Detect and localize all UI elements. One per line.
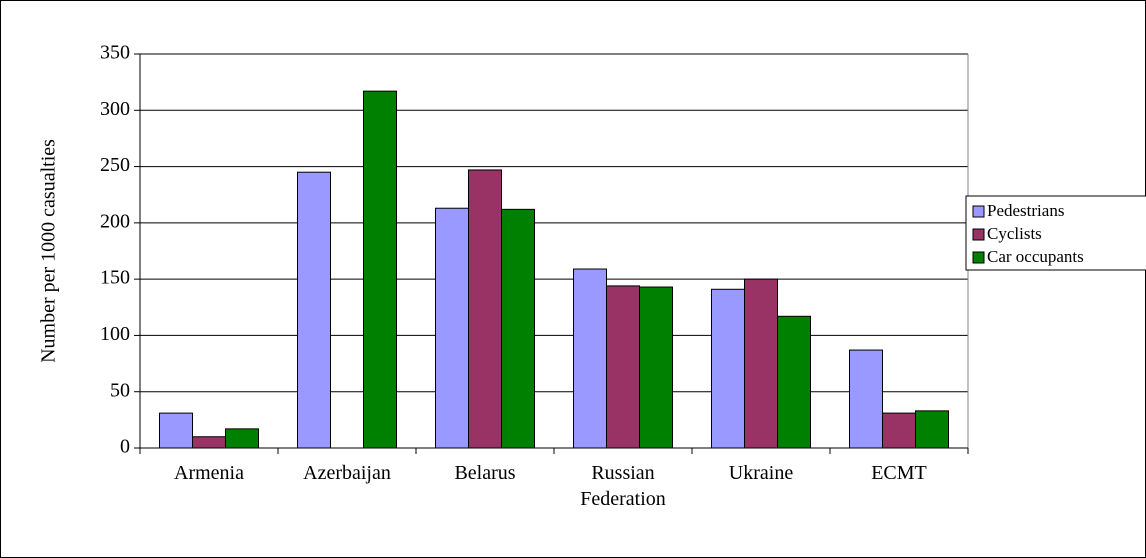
bar bbox=[777, 315, 811, 449]
bar bbox=[225, 428, 259, 449]
legend-swatch bbox=[972, 251, 985, 264]
x-tick-label: Azerbaijan bbox=[303, 462, 391, 484]
legend-label: Car occupants bbox=[987, 247, 1084, 266]
bar bbox=[639, 286, 673, 449]
y-tick-label: 350 bbox=[100, 42, 130, 64]
bar bbox=[882, 412, 916, 449]
x-tick-label: ECMT bbox=[871, 462, 927, 484]
bar bbox=[711, 288, 745, 449]
legend-box bbox=[965, 195, 1146, 271]
y-tick-label: 100 bbox=[100, 323, 130, 345]
x-tick-label: Armenia bbox=[174, 462, 244, 484]
legend-label: Pedestrians bbox=[987, 201, 1064, 220]
x-tick-label: Russian Federation bbox=[580, 462, 666, 510]
bar bbox=[192, 436, 226, 449]
bar bbox=[363, 90, 397, 449]
y-tick-label: 250 bbox=[100, 154, 130, 176]
legend-swatch bbox=[972, 228, 985, 241]
y-tick-label: 50 bbox=[110, 379, 130, 401]
y-tick-label: 0 bbox=[120, 436, 130, 458]
y-tick-label: 300 bbox=[100, 98, 130, 120]
bar bbox=[297, 171, 331, 449]
y-axis-label: Number per 1000 casualties bbox=[38, 139, 60, 363]
y-tick-label: 200 bbox=[100, 210, 130, 232]
y-tick-label: 150 bbox=[100, 267, 130, 289]
bar bbox=[501, 208, 535, 449]
legend-swatch bbox=[972, 205, 985, 218]
x-tick-label: Ukraine bbox=[728, 462, 794, 484]
bar bbox=[159, 412, 193, 449]
bar bbox=[573, 268, 607, 449]
bar bbox=[468, 169, 502, 449]
bar bbox=[435, 207, 469, 449]
bar bbox=[915, 410, 949, 449]
bar bbox=[849, 349, 883, 449]
x-tick-label: Belarus bbox=[454, 462, 516, 484]
bar bbox=[606, 285, 640, 449]
bar bbox=[744, 278, 778, 449]
legend-label: Cyclists bbox=[987, 224, 1042, 243]
